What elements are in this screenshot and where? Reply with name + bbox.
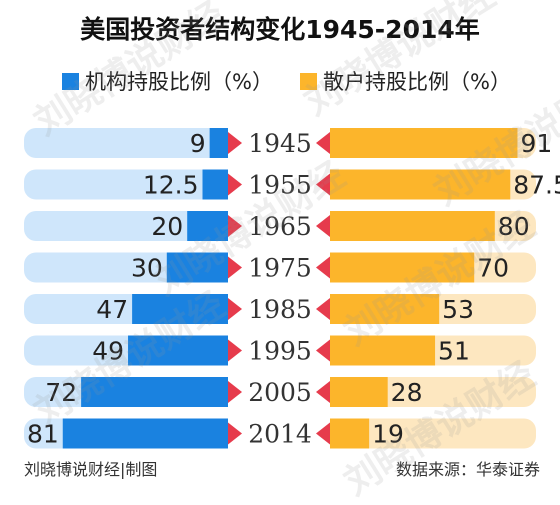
butterfly-bar-chart: 9 91 1945 12.5 87.5 1955 20 80 1965 30 70 1975 47 53 1… [24,128,560,449]
year-label: 1965 [248,212,312,241]
retail-value-label: 19 [372,420,404,449]
institution-value-label: 72 [45,378,77,407]
marker-right [316,215,330,237]
marker-right [316,132,330,154]
marker-right [316,381,330,403]
institution-value-label: 49 [92,337,124,366]
marker-left [228,381,242,403]
retail-bar [330,335,436,366]
year-label: 1995 [248,337,312,366]
marker-right [316,256,330,279]
institution-value-label: 9 [190,129,206,158]
institution-track [24,128,228,158]
marker-right [316,422,330,445]
year-label: 2005 [248,378,312,407]
institution-value-label: 30 [131,254,163,283]
chart-title: 美国投资者结构变化1945-2014年 [80,15,480,44]
marker-left [228,132,242,154]
retail-bar [330,377,388,407]
institution-bar [166,252,228,283]
institution-value-label: 81 [27,420,59,449]
legend-swatch-institution [62,72,79,90]
institution-value-label: 12.5 [143,171,199,200]
institution-bar [132,294,228,324]
institution-track [24,211,228,241]
retail-value-label: 70 [477,254,509,283]
institution-bar [81,377,229,407]
institution-bar [209,128,228,158]
legend: 机构持股比例（%） 散户持股比例（%） [0,64,560,98]
institution-bar [128,335,228,366]
footer-source: 数据来源：华泰证券 [395,460,540,479]
legend-item-institution: 机构持股比例（%） [62,64,273,98]
marker-right [316,298,330,320]
marker-left [228,298,242,320]
year-label: 1985 [248,295,312,324]
retail-bar [330,169,511,200]
institution-bar [202,169,228,200]
retail-value-label: 28 [391,378,423,407]
institution-value-label: 47 [96,295,128,324]
marker-right [316,339,330,362]
institution-value-label: 20 [151,212,183,241]
year-label: 2014 [248,420,312,449]
legend-label-retail: 散户持股比例（%） [323,70,511,94]
marker-left [228,173,242,196]
year-label: 1945 [248,129,312,158]
year-label: 1955 [248,171,312,200]
marker-left [228,422,242,445]
retail-bar [330,252,475,283]
footer-credit: 刘晓博说财经|制图 [24,460,158,479]
retail-value-label: 91 [520,129,552,158]
marker-right [316,173,330,196]
institution-bar [187,211,228,241]
institution-bar [62,418,229,449]
retail-bar [330,211,495,241]
retail-track [330,418,536,449]
retail-bar [330,418,370,449]
retail-value-label: 51 [438,337,470,366]
marker-left [228,215,242,237]
legend-label-institution: 机构持股比例（%） [85,70,273,94]
retail-bar [330,128,518,158]
marker-left [228,256,242,279]
legend-swatch-retail [300,72,317,90]
legend-item-retail: 散户持股比例（%） [300,64,511,98]
retail-bar [330,294,440,324]
retail-value-label: 87.5 [513,171,560,200]
retail-value-label: 80 [498,212,530,241]
retail-value-label: 53 [442,295,474,324]
year-label: 1975 [248,254,312,283]
institution-track [24,169,228,200]
marker-left [228,339,242,362]
